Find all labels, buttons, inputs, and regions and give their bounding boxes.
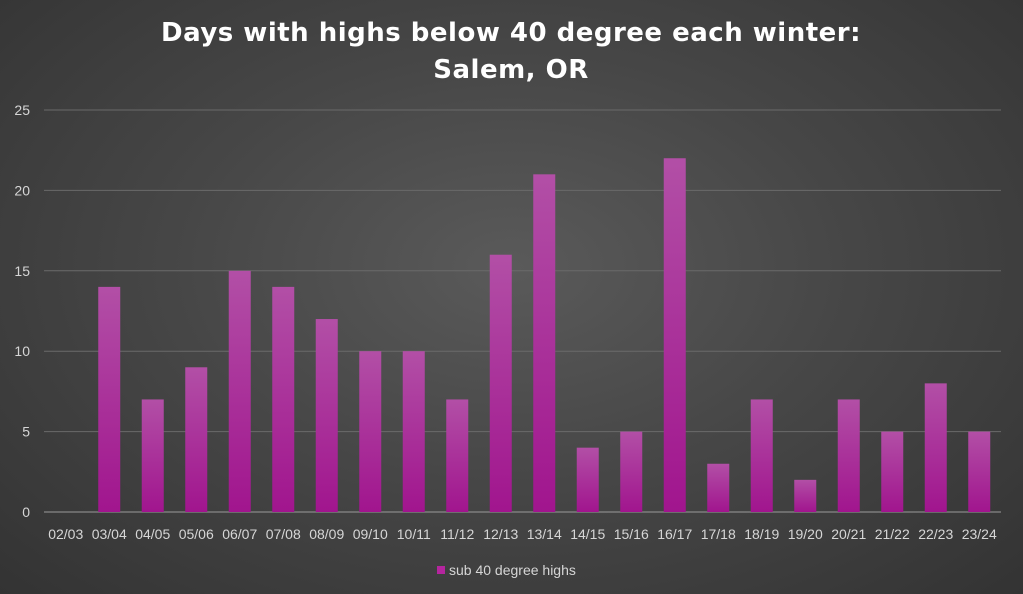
bar-07-08[interactable]: [272, 286, 295, 512]
x-tick-label: 07/08: [266, 526, 301, 542]
y-tick-label: 20: [14, 182, 30, 198]
bar-06-07[interactable]: [228, 270, 251, 512]
x-tick-label: 15/16: [614, 526, 649, 542]
y-tick-label: 10: [14, 343, 30, 359]
x-tick-label: 08/09: [309, 526, 344, 542]
bar-09-10[interactable]: [359, 351, 382, 512]
bar-12-13[interactable]: [489, 254, 512, 512]
x-tick-label: 11/12: [440, 526, 474, 542]
x-tick-label: 19/20: [788, 526, 823, 542]
bar-05-06[interactable]: [185, 367, 208, 512]
x-tick-label: 02/03: [48, 526, 83, 542]
x-tick-label: 23/24: [962, 526, 997, 542]
x-tick-label: 20/21: [831, 526, 866, 542]
chart-title-line-2: Salem, OR: [433, 55, 588, 85]
chart-title-line-1: Days with highs below 40 degree each win…: [161, 18, 861, 48]
x-tick-label: 10/11: [397, 526, 431, 542]
x-tick-label: 12/13: [483, 526, 518, 542]
x-tick-label: 05/06: [179, 526, 214, 542]
bar-14-15[interactable]: [576, 447, 599, 512]
bar-10-11[interactable]: [402, 351, 425, 512]
bar-22-23[interactable]: [924, 383, 947, 512]
y-axis-ticks: 0 5 10 15 20 25: [14, 102, 30, 520]
bar-11-12[interactable]: [446, 399, 469, 512]
bar-08-09[interactable]: [315, 319, 338, 512]
bar-03-04[interactable]: [98, 286, 121, 512]
x-tick-label: 21/22: [875, 526, 910, 542]
bar-19-20[interactable]: [794, 479, 817, 512]
y-tick-label: 25: [14, 102, 30, 118]
x-tick-label: 03/04: [92, 526, 127, 542]
x-tick-label: 18/19: [744, 526, 779, 542]
bar-04-05[interactable]: [141, 399, 164, 512]
legend[interactable]: sub 40 degree highs: [437, 562, 576, 578]
bar-17-18[interactable]: [707, 463, 730, 512]
y-tick-label: 5: [22, 424, 30, 440]
bar-21-22[interactable]: [881, 431, 904, 512]
legend-swatch: [437, 566, 445, 574]
x-tick-label: 22/23: [918, 526, 953, 542]
x-tick-label: 09/10: [353, 526, 388, 542]
bar-18-19[interactable]: [750, 399, 773, 512]
x-tick-label: 17/18: [701, 526, 736, 542]
y-tick-label: 0: [22, 504, 30, 520]
bar-16-17[interactable]: [663, 158, 686, 513]
x-axis-ticks: 02/03 03/04 04/05 05/06 06/07 07/08 08/09 09/10…: [48, 526, 997, 542]
bar-23-24[interactable]: [968, 431, 991, 512]
x-tick-label: 16/17: [657, 526, 692, 542]
x-tick-label: 14/15: [570, 526, 605, 542]
x-tick-label: 13/14: [527, 526, 562, 542]
x-tick-label: 04/05: [135, 526, 170, 542]
legend-label: sub 40 degree highs: [449, 562, 576, 578]
bars: [98, 158, 991, 513]
x-tick-label: 06/07: [222, 526, 257, 542]
bar-13-14[interactable]: [533, 174, 556, 512]
y-tick-label: 15: [14, 263, 30, 279]
bar-20-21[interactable]: [837, 399, 860, 512]
bar-15-16[interactable]: [620, 431, 643, 512]
